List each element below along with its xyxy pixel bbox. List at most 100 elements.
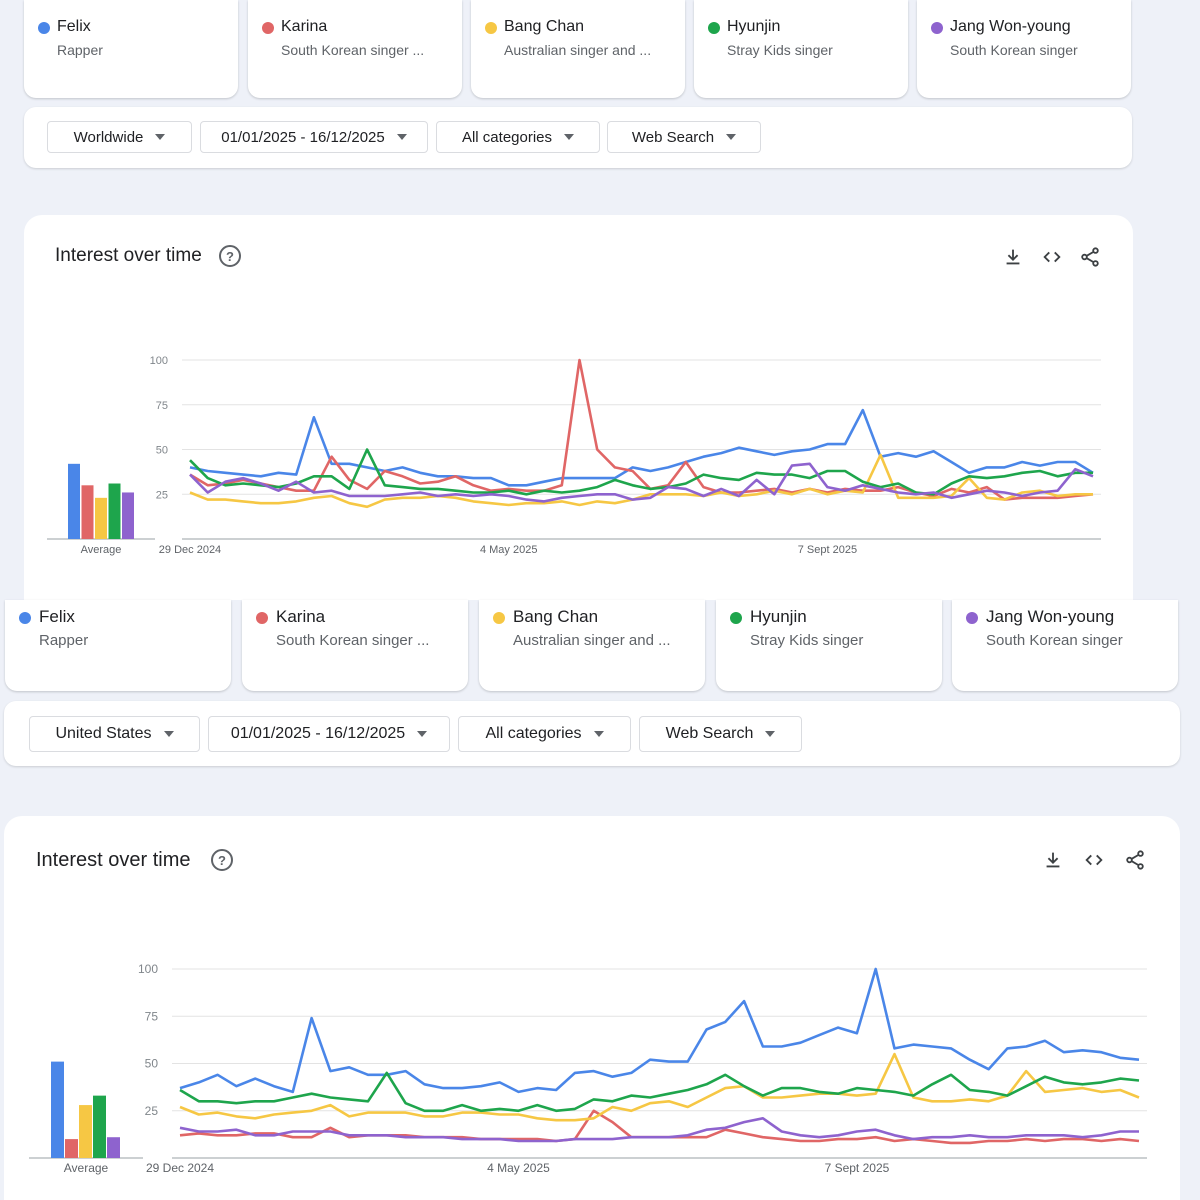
average-bar-felix[interactable] (68, 463, 80, 539)
series-color-dot (38, 22, 50, 34)
series-line-karina[interactable] (189, 358, 1094, 501)
chart-title: Interest over time (36, 849, 191, 871)
search-type-label: Web Search (631, 128, 715, 146)
series-line-bang-chan[interactable] (179, 1052, 1140, 1122)
date-range-dropdown[interactable]: 01/01/2025 - 16/12/2025 (200, 121, 428, 153)
chevron-down-icon (564, 134, 575, 140)
series-line-jang-won-young[interactable] (179, 1117, 1139, 1143)
x-tick-label: 7 Sept 2025 (825, 1161, 890, 1175)
date-range-label: 01/01/2025 - 16/12/2025 (230, 725, 406, 742)
term-name: Hyunjin (750, 607, 807, 626)
region-label: Worldwide (73, 128, 144, 146)
series-color-dot (966, 612, 978, 624)
term-description: Rapper (39, 632, 89, 649)
help-icon[interactable]: ? (219, 245, 241, 267)
term-card-felix[interactable]: Felix Rapper (24, 0, 238, 98)
term-card-jang-won-young[interactable]: Jang Won-young South Korean singer (952, 600, 1178, 691)
series-line-hyunjin[interactable] (179, 1071, 1140, 1113)
region-dropdown[interactable]: United States (29, 716, 200, 752)
term-description: Australian singer and ... (504, 42, 652, 58)
x-tick-label: 4 May 2025 (480, 544, 537, 556)
series-color-dot (931, 22, 943, 34)
search-type-label: Web Search (665, 725, 754, 742)
term-card-karina[interactable]: Karina South Korean singer ... (248, 0, 462, 98)
series-line-jang-won-young[interactable] (189, 462, 1094, 503)
filter-bar: United States 01/01/2025 - 16/12/2025 Al… (4, 701, 1180, 766)
interest-over-time-card: Interest over time ? (24, 215, 1133, 600)
average-bar-bang-chan[interactable] (95, 497, 107, 539)
term-name: Bang Chan (513, 607, 599, 626)
y-tick-label: 25 (145, 1104, 159, 1118)
average-bar-bang-chan[interactable] (79, 1105, 92, 1158)
term-card-hyunjin[interactable]: Hyunjin Stray Kids singer (716, 600, 942, 691)
help-icon[interactable]: ? (211, 849, 233, 871)
chart-title: Interest over time (55, 245, 202, 266)
share-icon[interactable] (1079, 246, 1101, 268)
category-label: All categories (461, 128, 553, 146)
average-label: Average (81, 544, 122, 556)
x-tick-label: 7 Sept 2025 (798, 544, 857, 556)
y-tick-label: 75 (145, 1009, 159, 1023)
series-color-dot (19, 612, 31, 624)
region-dropdown[interactable]: Worldwide (47, 121, 192, 153)
y-tick-label: 50 (156, 445, 168, 457)
x-tick-label: 29 Dec 2024 (159, 544, 221, 556)
term-card-jang-won-young[interactable]: Jang Won-young South Korean singer (917, 0, 1131, 98)
term-name: Jang Won-young (950, 18, 1071, 35)
chevron-down-icon (163, 731, 174, 737)
average-bar-karina[interactable] (81, 485, 94, 539)
series-color-dot (708, 22, 720, 34)
x-tick-label: 4 May 2025 (487, 1161, 550, 1175)
category-dropdown[interactable]: All categories (458, 716, 631, 752)
term-card-bang-chan[interactable]: Bang Chan Australian singer and ... (471, 0, 685, 98)
embed-icon[interactable] (1041, 246, 1063, 268)
average-label: Average (64, 1161, 109, 1175)
embed-icon[interactable] (1083, 849, 1105, 871)
series-line-felix[interactable] (189, 408, 1094, 487)
category-dropdown[interactable]: All categories (436, 121, 600, 153)
category-label: All categories (485, 725, 582, 742)
chevron-down-icon (155, 134, 166, 140)
term-description: South Korean singer ... (276, 632, 430, 649)
average-bar-jang-won-young[interactable] (107, 1137, 120, 1158)
average-bar-felix[interactable] (51, 1061, 64, 1158)
term-name: Bang Chan (504, 18, 585, 35)
chevron-down-icon (593, 731, 604, 737)
interest-chart-united-states: 25 50 75 100 29 Dec 2024 4 May 2025 7 Sept 202… (29, 962, 1147, 1175)
share-icon[interactable] (1124, 849, 1146, 871)
average-bar-karina[interactable] (65, 1139, 78, 1158)
date-range-dropdown[interactable]: 01/01/2025 - 16/12/2025 (208, 716, 450, 752)
average-bar-jang-won-young[interactable] (122, 492, 134, 539)
download-icon[interactable] (1002, 246, 1024, 268)
y-tick-label: 25 (156, 489, 168, 501)
chevron-down-icon (417, 731, 428, 737)
term-card-hyunjin[interactable]: Hyunjin Stray Kids singer (694, 0, 908, 98)
term-card-felix[interactable]: Felix Rapper (5, 600, 231, 691)
series-color-dot (256, 612, 268, 624)
download-icon[interactable] (1042, 849, 1064, 871)
term-card-bang-chan[interactable]: Bang Chan Australian singer and ... (479, 600, 705, 691)
series-line-felix[interactable] (179, 967, 1140, 1094)
x-tick-label: 29 Dec 2024 (146, 1161, 214, 1175)
search-type-dropdown[interactable]: Web Search (607, 121, 761, 153)
series-color-dot (493, 612, 505, 624)
y-tick-label: 50 (145, 1057, 159, 1071)
chevron-down-icon (396, 134, 407, 140)
term-description: South Korean singer (986, 632, 1123, 649)
average-bar-hyunjin[interactable] (108, 483, 121, 539)
term-name: Karina (281, 18, 328, 35)
term-description: Australian singer and ... (513, 632, 671, 649)
y-tick-label: 100 (150, 355, 168, 367)
term-description: Rapper (57, 42, 103, 58)
average-bar-hyunjin[interactable] (93, 1095, 106, 1158)
series-line-hyunjin[interactable] (189, 448, 1093, 496)
term-card-karina[interactable]: Karina South Korean singer ... (242, 600, 468, 691)
series-line-bang-chan[interactable] (189, 453, 1093, 509)
region-label: United States (55, 725, 152, 742)
term-description: Stray Kids singer (750, 632, 864, 649)
series-color-dot (262, 22, 274, 34)
search-type-dropdown[interactable]: Web Search (639, 716, 802, 752)
interest-chart-worldwide: 25 50 75 100 29 Dec 2024 4 May 2025 7 Sept 202… (47, 355, 1101, 556)
term-name: Hyunjin (727, 18, 781, 35)
series-color-dot (730, 612, 742, 624)
